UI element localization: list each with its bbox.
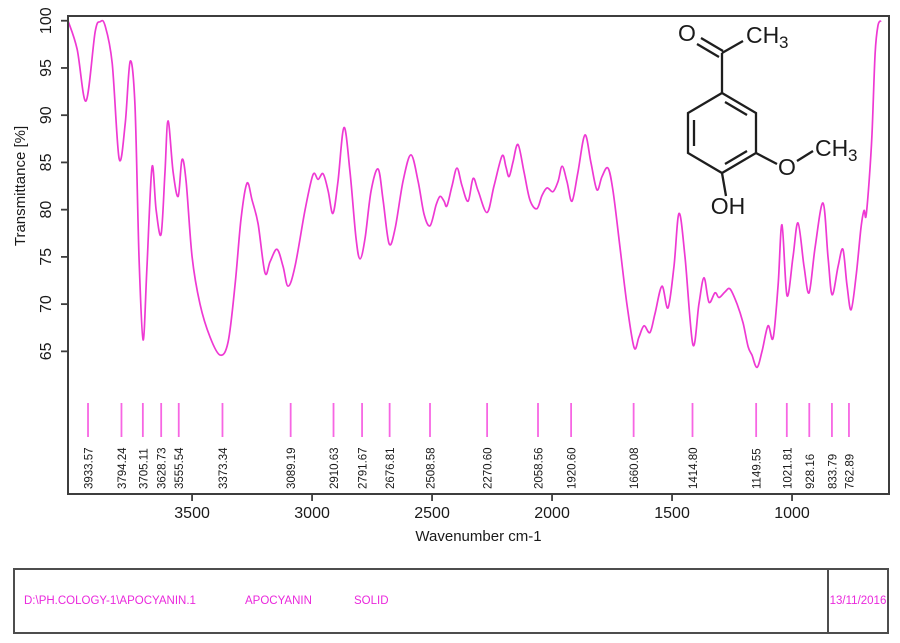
y-tick-label: 70 (38, 295, 55, 313)
footer-sample-cell: D:\PH.COLOGY-1\APOCYANIN.1 APOCYANIN SOL… (15, 570, 829, 632)
carbonyl-double-bond (700, 37, 724, 52)
peak-wavenumber-label: 1660.08 (629, 447, 641, 489)
x-tick-label: 3000 (294, 505, 330, 522)
molecule-structure: O CH 3 O CH 3 OH (678, 20, 857, 219)
peak-wavenumber-label: 762.89 (844, 454, 856, 489)
peak-wavenumber-label: 3089.19 (286, 447, 298, 489)
peak-wavenumber-label: 3933.57 (84, 447, 96, 489)
x-tick-label: 1000 (774, 505, 810, 522)
peak-wavenumber-label: 2676.81 (385, 447, 397, 489)
y-tick-label: 80 (38, 201, 55, 219)
methoxy-oxygen-label: O (778, 154, 796, 180)
benzene-ring (686, 91, 758, 175)
sample-name: APOCYANIN (245, 595, 312, 607)
acetyl-methyl-label: CH (746, 22, 779, 48)
plot-border (67, 15, 890, 495)
peak-wavenumber-label: 833.79 (827, 454, 839, 489)
peak-wavenumber-label: 3373.34 (218, 447, 230, 489)
hydroxyl-label: OH (711, 193, 746, 219)
y-tick-label: 75 (38, 248, 55, 266)
footer-info-bar: D:\PH.COLOGY-1\APOCYANIN.1 APOCYANIN SOL… (13, 568, 889, 634)
x-tick-label: 1500 (654, 505, 690, 522)
peak-wavenumber-label: 2270.60 (483, 447, 495, 489)
y-axis-title: Transmittance [%] (12, 126, 29, 246)
peak-wavenumber-label: 928.16 (805, 454, 817, 489)
ring-double-bond (724, 150, 748, 165)
acetyl-methyl-bond (721, 40, 744, 54)
carbonyl-double-bond (696, 43, 720, 58)
file-path: D:\PH.COLOGY-1\APOCYANIN.1 (24, 595, 196, 607)
sample-form: SOLID (354, 595, 389, 607)
carbonyl-oxygen-label: O (678, 20, 696, 46)
methoxy-methyl-subscript: 3 (848, 146, 857, 165)
y-tick-label: 100 (38, 7, 55, 34)
spectrum-curve (69, 19, 882, 369)
x-axis-title: Wavenumber cm-1 (415, 528, 541, 545)
peak-wavenumber-label: 3794.24 (117, 447, 129, 489)
peak-wavenumber-label: 1920.60 (567, 447, 579, 489)
footer-date-cell: 13/11/2016 (829, 570, 887, 632)
peak-wavenumber-label: 1414.80 (688, 447, 700, 489)
acetyl-methyl-subscript: 3 (779, 33, 788, 52)
methoxy-bond (755, 151, 778, 166)
ir-spectrum-chart: 3500 3000 2500 2000 1500 1000 100 95 90 85 80 75 70 6… (12, 7, 890, 545)
x-tick-label: 2000 (534, 505, 570, 522)
ring-double-bond (724, 101, 748, 116)
y-tick-label: 95 (38, 59, 55, 77)
y-tick-label: 65 (38, 342, 55, 360)
methoxy-methyl-label: CH (815, 135, 848, 161)
peak-wavenumber-label: 3555.54 (174, 447, 186, 489)
methoxy-methyl-bond (796, 150, 814, 162)
peak-wavenumber-label: 3628.73 (157, 447, 169, 489)
hydroxyl-bond (720, 172, 728, 197)
y-tick-label: 85 (38, 153, 55, 171)
measurement-date: 13/11/2016 (829, 595, 887, 607)
peak-wavenumber-label: 1149.55 (752, 448, 764, 489)
peak-wavenumber-label: 2508.58 (426, 447, 438, 489)
x-tick-label: 2500 (414, 505, 450, 522)
peak-wavenumber-label: 2910.63 (329, 447, 341, 489)
peak-wavenumber-label: 2058.56 (534, 447, 546, 489)
peak-wavenumber-label: 1021.81 (782, 447, 794, 489)
peak-wavenumber-label: 3705.11 (138, 448, 150, 489)
x-tick-label: 3500 (174, 505, 210, 522)
y-tick-label: 90 (38, 106, 55, 124)
peak-wavenumber-label: 2791.67 (358, 447, 370, 489)
